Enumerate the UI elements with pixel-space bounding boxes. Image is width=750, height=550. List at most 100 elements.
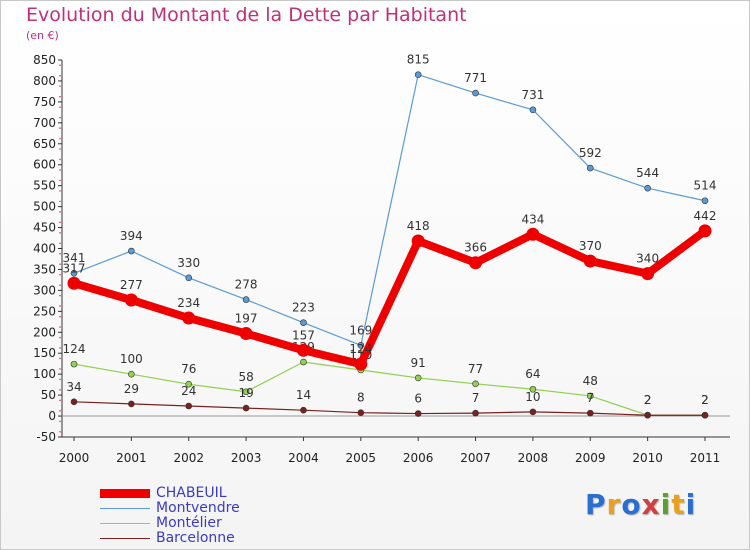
y-minor-dot <box>59 190 61 192</box>
y-minor-dot <box>59 347 61 349</box>
data-label-montelier: 2 <box>701 393 709 407</box>
data-point-montvendre <box>701 197 709 205</box>
y-tick-label: 600 <box>33 158 56 172</box>
y-tick-label: -50 <box>36 430 56 444</box>
y-tick-label: 300 <box>33 283 56 297</box>
data-label-montvendre: 771 <box>464 71 487 85</box>
data-point-barcelonne <box>414 410 422 417</box>
x-tick-label: 2009 <box>575 451 606 465</box>
data-point-chabeuil <box>698 224 712 238</box>
y-minor-dot <box>59 273 61 276</box>
data-point-chabeuil <box>641 267 655 281</box>
data-label-barcelonne: 10 <box>525 390 540 404</box>
y-tick-label: 450 <box>33 221 56 235</box>
y-minor-dot <box>59 116 61 119</box>
y-minor-dot <box>59 420 61 423</box>
y-minor-dot <box>59 148 61 150</box>
data-label-chabeuil: 124 <box>349 342 372 356</box>
data-point-montelier <box>529 385 537 393</box>
data-point-montvendre <box>529 106 537 114</box>
proxiti-logo: Proxiti <box>585 488 697 521</box>
y-minor-dot <box>59 85 61 87</box>
data-point-chabeuil <box>469 256 483 270</box>
y-tick-label: 650 <box>33 137 56 151</box>
data-point-montelier <box>185 380 193 388</box>
y-minor-dot <box>59 378 61 381</box>
data-label-chabeuil: 197 <box>235 312 258 326</box>
y-tick-label: 550 <box>33 179 56 193</box>
data-point-barcelonne <box>472 409 479 417</box>
x-tick-label: 2002 <box>173 451 204 465</box>
chart-title: Evolution du Montant de la Dette par Hab… <box>26 4 467 26</box>
data-point-montvendre <box>472 89 479 97</box>
data-label-chabeuil: 317 <box>63 261 86 275</box>
data-point-montelier <box>300 358 307 366</box>
x-tick-label: 2001 <box>116 451 147 465</box>
y-minor-dot <box>59 252 61 255</box>
legend-item-montvendre: Montvendre <box>100 501 240 516</box>
data-point-montvendre <box>644 184 651 192</box>
y-minor-dot <box>59 231 61 234</box>
data-point-barcelonne <box>357 409 365 417</box>
data-label-montelier: 91 <box>411 356 426 370</box>
y-tick-label: 50 <box>41 388 56 402</box>
data-point-barcelonne <box>300 406 307 414</box>
data-label-montvendre: 394 <box>120 229 143 243</box>
data-label-montvendre: 330 <box>177 256 200 270</box>
data-point-montelier <box>472 380 479 388</box>
legend-item-montelier: Montélier <box>100 516 240 531</box>
x-tick-label: 2008 <box>518 451 549 465</box>
x-tick-label: 2003 <box>231 451 262 465</box>
legend-swatch-montelier <box>100 522 150 525</box>
data-label-montelier: 58 <box>238 370 253 384</box>
legend: CHABEUIL Montvendre Montélier Barcelonne <box>100 486 240 546</box>
y-tick-label: 850 <box>33 53 56 67</box>
legend-swatch-barcelonne <box>100 537 150 540</box>
y-minor-dot <box>59 64 61 67</box>
data-label-chabeuil: 340 <box>636 252 659 266</box>
data-point-montvendre <box>586 164 594 172</box>
data-point-montvendre <box>414 71 422 78</box>
data-point-chabeuil <box>239 327 253 341</box>
y-minor-dot <box>59 430 61 433</box>
data-label-barcelonne: 8 <box>357 391 365 405</box>
data-label-chabeuil: 418 <box>407 219 430 233</box>
x-tick-label: 2005 <box>346 451 377 465</box>
y-minor-dot <box>59 242 61 245</box>
data-label-barcelonne: 24 <box>181 384 196 398</box>
data-point-barcelonne <box>586 409 594 417</box>
data-point-barcelonne <box>70 398 78 406</box>
legend-label-montelier: Montélier <box>156 515 222 531</box>
y-minor-dot <box>59 294 61 297</box>
data-label-chabeuil: 157 <box>292 328 315 342</box>
data-point-barcelonne <box>185 402 193 410</box>
y-tick-label: 250 <box>33 304 56 318</box>
data-point-chabeuil <box>124 293 138 307</box>
legend-item-chabeuil: CHABEUIL <box>100 486 240 501</box>
data-point-barcelonne <box>128 400 135 408</box>
data-point-chabeuil <box>583 254 597 268</box>
y-tick-label: 500 <box>33 200 56 214</box>
y-minor-dot <box>59 305 61 307</box>
data-point-montvendre <box>300 319 307 326</box>
data-label-montelier: 100 <box>120 352 143 366</box>
y-minor-dot <box>59 410 61 412</box>
data-point-montvendre <box>357 341 365 349</box>
y-minor-dot <box>59 106 61 108</box>
data-point-montvendre <box>185 274 193 282</box>
data-label-barcelonne: 29 <box>124 382 139 396</box>
data-point-montelier <box>414 374 422 382</box>
y-minor-dot <box>59 221 61 224</box>
y-tick-label: 200 <box>33 325 56 339</box>
data-point-barcelonne <box>701 411 709 419</box>
y-minor-dot <box>59 179 61 182</box>
series-line-chabeuil <box>70 226 709 369</box>
y-minor-dot <box>59 95 61 98</box>
y-minor-dot <box>59 74 61 77</box>
y-minor-dot <box>59 263 61 266</box>
y-minor-dot <box>59 326 61 328</box>
data-label-chabeuil: 234 <box>177 296 200 310</box>
data-point-chabeuil <box>411 234 425 248</box>
legend-item-barcelonne: Barcelonne <box>100 531 240 546</box>
data-point-montelier <box>242 388 250 396</box>
